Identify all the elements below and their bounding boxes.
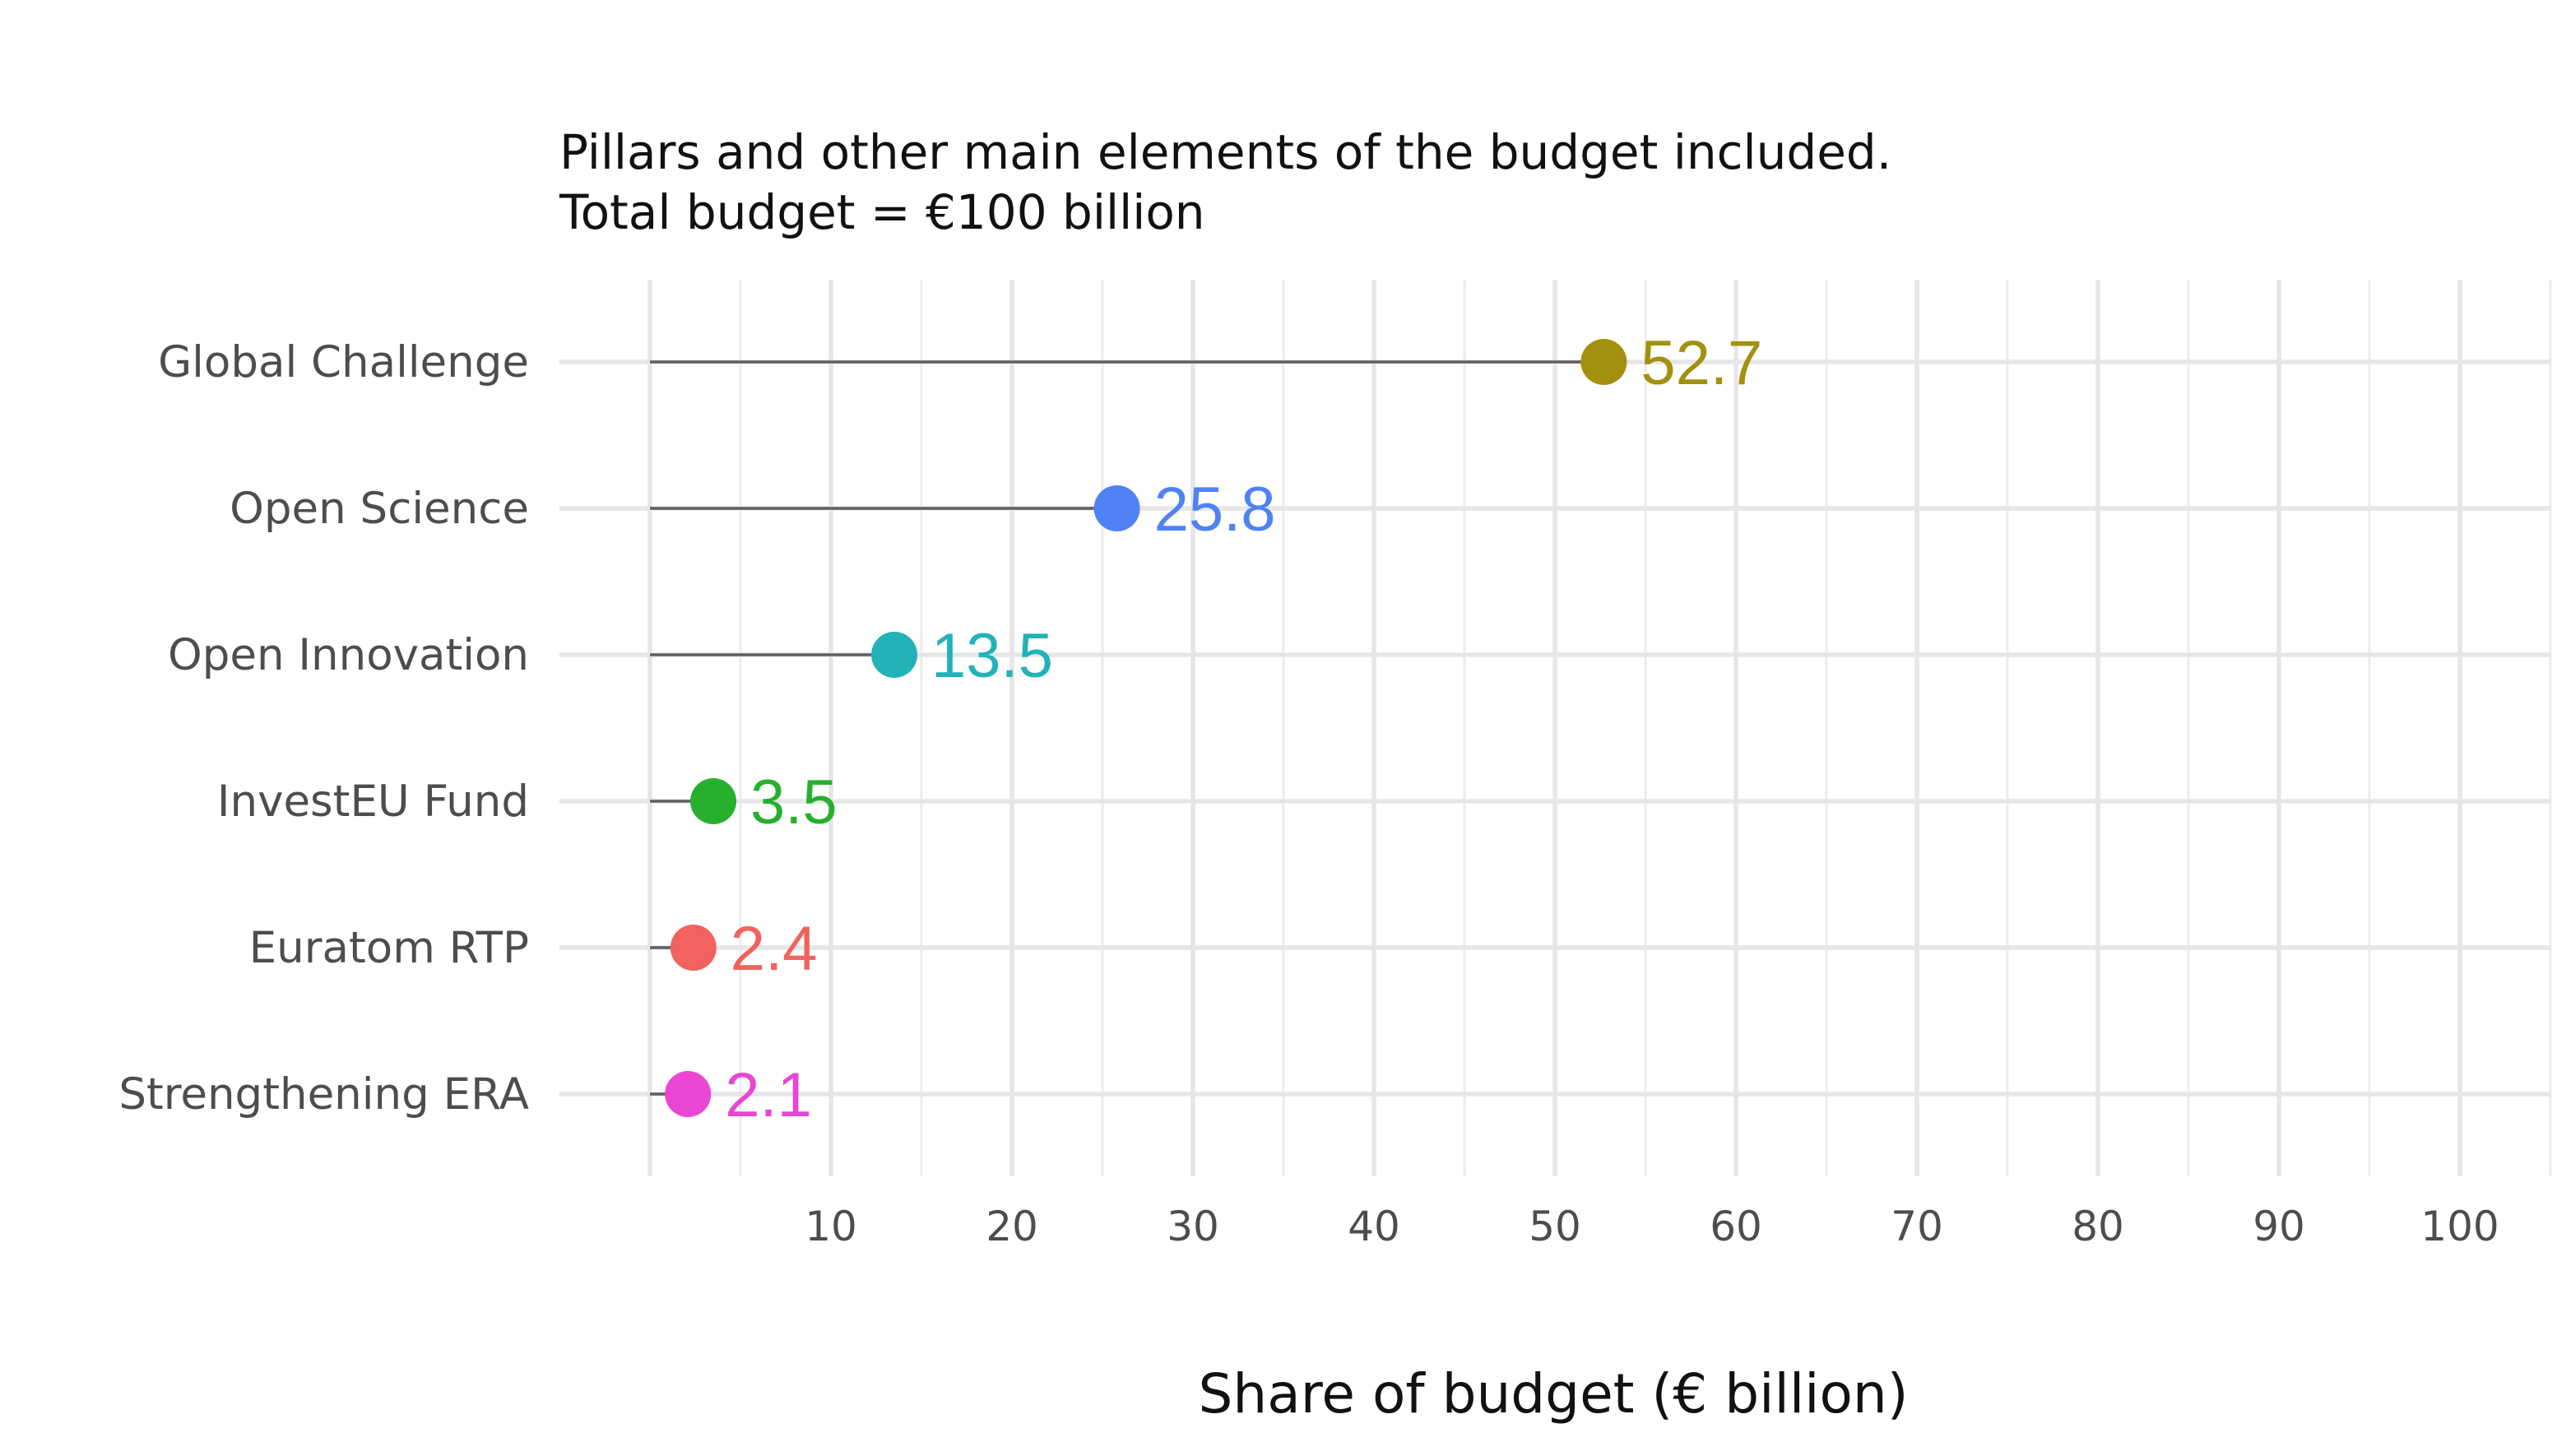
x-tick-label: 10 xyxy=(805,1203,857,1250)
value-labels: 52.7 25.8 13.5 3.5 2.4 2.1 xyxy=(725,328,1762,1130)
x-tick-label: 60 xyxy=(1710,1203,1762,1250)
x-tick-label: 40 xyxy=(1348,1203,1400,1250)
data-point xyxy=(871,632,917,678)
data-points xyxy=(665,339,1627,1117)
x-tick-label: 100 xyxy=(2420,1203,2499,1250)
data-point xyxy=(1093,485,1140,531)
data-point xyxy=(690,778,736,824)
x-axis-tick-labels: 10 20 30 40 50 60 70 80 90 100 xyxy=(805,1203,2499,1250)
value-label: 3.5 xyxy=(750,767,838,837)
value-label: 13.5 xyxy=(931,621,1053,691)
data-point xyxy=(670,925,717,971)
x-tick-label: 20 xyxy=(986,1203,1038,1250)
subtitle-line-1: Pillars and other main elements of the b… xyxy=(559,124,1891,180)
data-point xyxy=(665,1071,712,1117)
x-axis-title: Share of budget (€ billion) xyxy=(1199,1362,1909,1426)
category-label: Euratom RTP xyxy=(249,923,529,973)
x-tick-label: 50 xyxy=(1529,1203,1581,1250)
x-tick-label: 70 xyxy=(1891,1203,1943,1250)
value-label: 25.8 xyxy=(1154,475,1276,545)
category-label: Global Challenge xyxy=(158,337,529,387)
category-label: Open Innovation xyxy=(168,630,529,680)
subtitle-line-2: Total budget = €100 billion xyxy=(559,184,1205,240)
category-label: Strengthening ERA xyxy=(118,1069,529,1120)
category-label: InvestEU Fund xyxy=(217,777,529,827)
data-point xyxy=(1580,339,1627,385)
x-tick-label: 30 xyxy=(1167,1203,1219,1250)
chart-subtitle: Pillars and other main elements of the b… xyxy=(559,124,1891,240)
value-label: 2.4 xyxy=(731,914,818,984)
category-label: Open Science xyxy=(230,484,529,534)
value-label: 52.7 xyxy=(1641,328,1762,398)
y-axis-category-labels: Global Challenge Open Science Open Innovat… xyxy=(118,337,529,1120)
x-tick-label: 90 xyxy=(2253,1203,2305,1250)
x-tick-label: 80 xyxy=(2072,1203,2124,1250)
value-label: 2.1 xyxy=(725,1060,812,1130)
